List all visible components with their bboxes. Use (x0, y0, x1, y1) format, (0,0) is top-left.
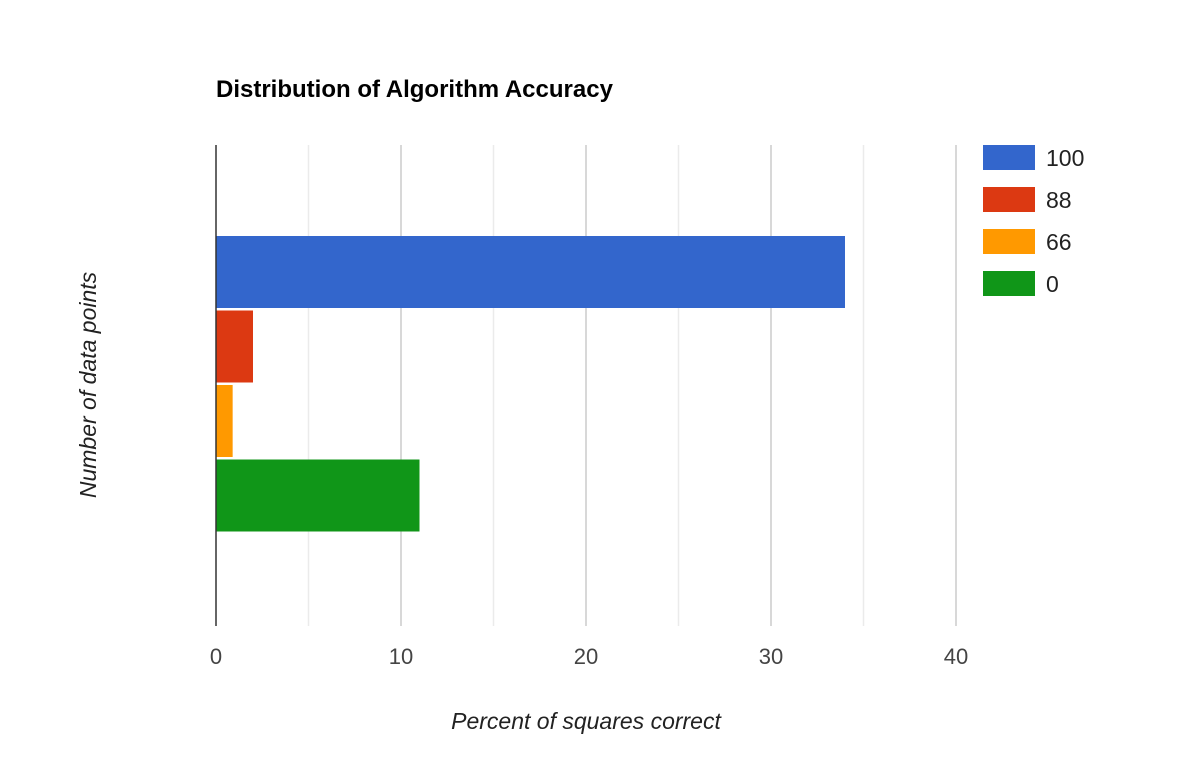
bar-66 (216, 385, 233, 457)
legend-swatch (983, 145, 1035, 170)
x-tick-label: 40 (944, 644, 968, 669)
x-tick-label: 0 (210, 644, 222, 669)
x-tick-label: 20 (574, 644, 598, 669)
legend-label: 88 (1046, 187, 1072, 213)
x-axis-title: Percent of squares correct (451, 708, 722, 734)
y-axis-title: Number of data points (75, 271, 101, 498)
legend: 100 88 66 0 (983, 145, 1084, 297)
x-axis-ticks: 0 10 20 30 40 (210, 644, 968, 669)
gridlines (307, 145, 957, 626)
bar-0 (216, 459, 420, 532)
legend-label: 66 (1046, 229, 1072, 255)
legend-label: 100 (1046, 145, 1084, 171)
bar-88 (216, 310, 253, 383)
legend-swatch (983, 187, 1035, 212)
bar-100 (216, 236, 845, 308)
legend-swatch (983, 271, 1035, 296)
legend-label: 0 (1046, 271, 1059, 297)
legend-swatch (983, 229, 1035, 254)
x-tick-label: 10 (389, 644, 413, 669)
bars (216, 236, 845, 532)
chart-title: Distribution of Algorithm Accuracy (216, 76, 614, 103)
x-tick-label: 30 (759, 644, 783, 669)
